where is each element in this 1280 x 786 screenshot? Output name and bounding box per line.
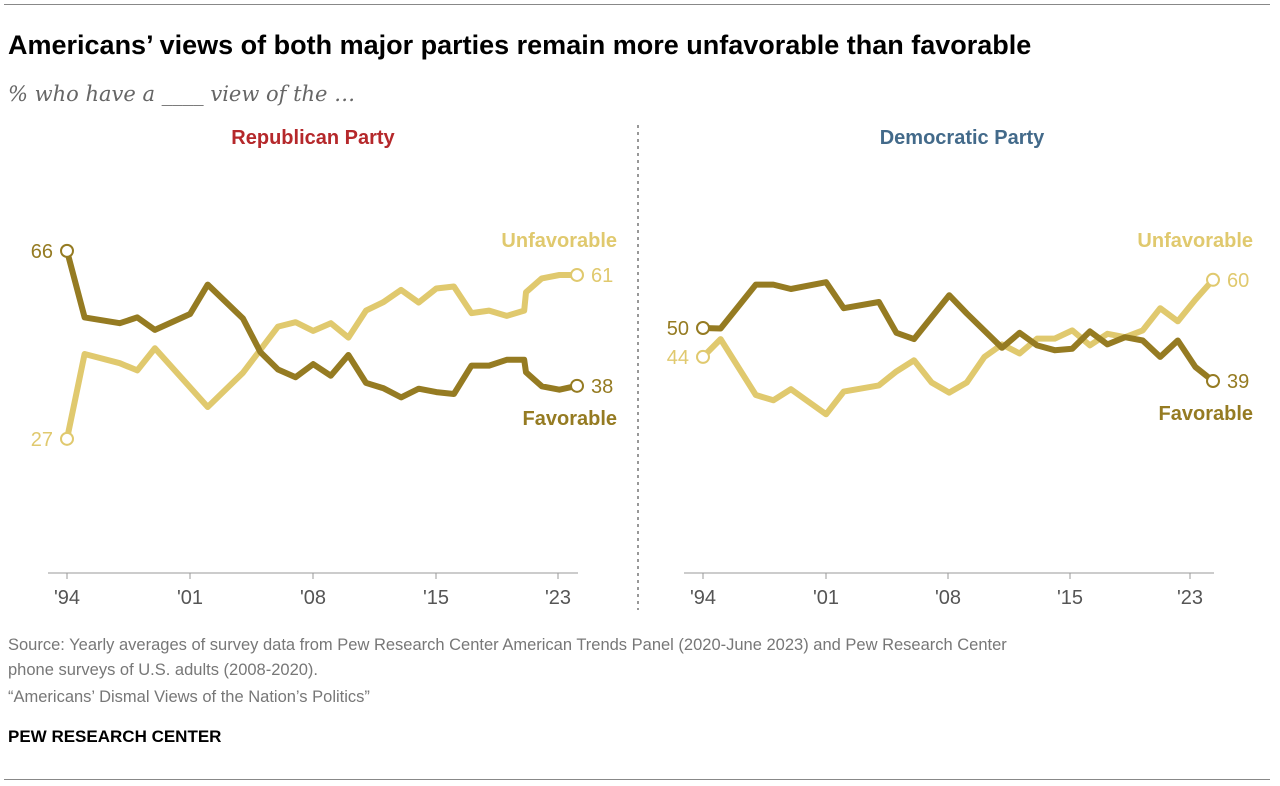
x-tick-label: '23 xyxy=(545,587,571,609)
x-tick-label: '01 xyxy=(813,587,839,609)
x-tick-label: '94 xyxy=(690,587,716,609)
data-point-start xyxy=(696,349,710,364)
panel-title: Democratic Party xyxy=(880,127,1045,149)
x-tick-label: '15 xyxy=(1057,587,1083,609)
end-value-label: 60 xyxy=(1227,270,1249,292)
pew-logo: PEW RESEARCH CENTER xyxy=(8,727,222,746)
end-value-label: 39 xyxy=(1227,371,1249,393)
start-value-label: 27 xyxy=(31,429,53,451)
panel-title: Republican Party xyxy=(231,127,395,149)
data-point-end xyxy=(1206,272,1220,287)
chart-subtitle: % who have a ____ view of the … xyxy=(8,82,356,106)
chart-title: Americans’ views of both major parties r… xyxy=(8,30,1032,60)
x-tick-label: '01 xyxy=(177,587,203,609)
data-point-start xyxy=(60,243,74,258)
series-line-unfavorable xyxy=(700,277,1216,418)
x-tick-label: '15 xyxy=(423,587,449,609)
end-value-label: 61 xyxy=(591,265,613,287)
start-value-label: 50 xyxy=(667,318,689,340)
source-line-1: Source: Yearly averages of survey data f… xyxy=(8,636,1007,654)
series-line-unfavorable xyxy=(64,272,577,440)
series-line-favorable xyxy=(702,279,1215,384)
series-line-favorable xyxy=(64,250,578,401)
start-value-label: 66 xyxy=(31,241,53,263)
data-point-end xyxy=(570,378,584,393)
series-label-unfavorable: Unfavorable xyxy=(501,230,617,252)
data-point-start xyxy=(60,431,74,446)
source-line-2: phone surveys of U.S. adults (2008-2020)… xyxy=(8,661,319,679)
bottom-rule xyxy=(4,779,1270,780)
data-point-end xyxy=(1206,374,1220,389)
end-value-label: 38 xyxy=(591,376,613,398)
report-title: “Americans’ Dismal Views of the Nation’s… xyxy=(8,688,370,706)
x-tick-label: '08 xyxy=(300,587,326,609)
start-value-label: 44 xyxy=(667,347,689,369)
series-label-unfavorable: Unfavorable xyxy=(1137,230,1253,252)
series-label-favorable: Favorable xyxy=(523,408,617,430)
x-tick-label: '23 xyxy=(1177,587,1203,609)
data-point-end xyxy=(570,267,584,282)
x-tick-label: '08 xyxy=(935,587,961,609)
x-tick-label: '94 xyxy=(54,587,80,609)
series-label-favorable: Favorable xyxy=(1159,403,1253,425)
data-point-start xyxy=(696,321,710,335)
top-rule xyxy=(4,4,1270,5)
